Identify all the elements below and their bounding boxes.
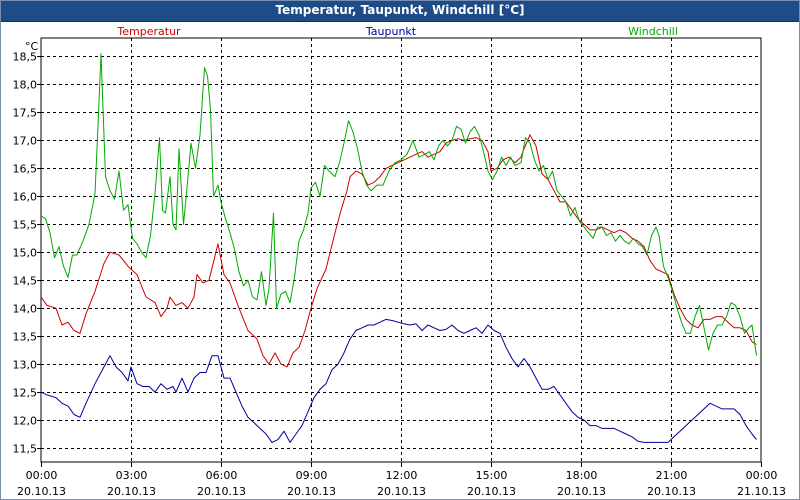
legend-taupunkt: Taupunkt [365,25,417,38]
y-tick-label: 11,5 [13,443,38,456]
title-bar: Temperatur, Taupunkt, Windchill [°C] [1,1,799,22]
x-tick-date: 20.10.13 [197,485,246,498]
x-tick-time: 00:00 [26,469,58,482]
x-tick-time: 00:00 [746,469,778,482]
y-tick-label: 15,5 [13,219,38,232]
x-tick-date: 20.10.13 [287,485,336,498]
series-line-temperatur [40,134,757,368]
y-tick-label: 17,5 [13,107,38,120]
legend: Temperatur Taupunkt Windchill [116,25,678,38]
y-tick-label: 12,5 [13,387,38,400]
x-tick-date: 20.10.13 [557,485,606,498]
y-tick-label: 14,0 [13,303,38,316]
y-tick-label: 13,0 [13,359,38,372]
x-tick-time: 18:00 [566,469,598,482]
legend-windchill: Windchill [628,25,678,38]
y-tick-label: 18,5 [13,51,38,64]
x-tick-date: 21.10.13 [737,485,786,498]
y-tick-label: 18,0 [13,79,38,92]
legend-temperatur: Temperatur [116,25,181,38]
x-tick-date: 20.10.13 [647,485,696,498]
x-tick-time: 09:00 [296,469,328,482]
x-tick-date: 20.10.13 [377,485,426,498]
x-tick-date: 20.10.13 [17,485,66,498]
y-axis-label: °C [25,40,39,53]
y-axis-ticks: 11,5 12,0 12,5 13,0 13,5 14,0 14,5 15,0 15,5 16,0… [13,51,41,456]
window-title: Temperatur, Taupunkt, Windchill [°C] [275,3,525,17]
x-tick-time: 21:00 [656,469,688,482]
x-tick-time: 06:00 [206,469,238,482]
series-line-windchill [40,53,757,356]
grid [40,37,762,463]
x-tick-time: 12:00 [386,469,418,482]
series-lines [40,53,757,443]
y-tick-label: 13,5 [13,331,38,344]
x-tick-time: 15:00 [476,469,508,482]
x-tick-date: 20.10.13 [467,485,516,498]
y-tick-label: 16,5 [13,163,38,176]
y-tick-label: 16,0 [13,191,38,204]
y-tick-label: 15,0 [13,247,38,260]
x-tick-time: 03:00 [116,469,148,482]
line-chart: 11,5 12,0 12,5 13,0 13,5 14,0 14,5 15,0 15,5 16,0… [13,25,786,498]
x-tick-date: 20.10.13 [107,485,156,498]
y-tick-label: 14,5 [13,275,38,288]
y-tick-label: 17,0 [13,135,38,148]
series-line-taupunkt [40,318,757,443]
y-tick-label: 12,0 [13,415,38,428]
x-axis-ticks: 00:00 20.10.13 03:00 20.10.13 06:00 20.10.13 0… [17,462,786,498]
